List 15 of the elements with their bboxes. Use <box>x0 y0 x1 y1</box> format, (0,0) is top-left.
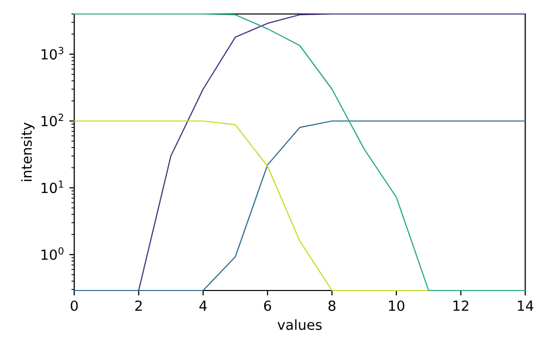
y-axis-title: intensity <box>21 122 35 182</box>
y-tick-label: 10$^{1}$ <box>42 180 64 194</box>
y-tick-label: 10$^{0}$ <box>42 247 64 260</box>
x-axis-title: values <box>278 319 322 330</box>
x-tick-label: 0 <box>70 300 78 311</box>
x-tick-label: 12 <box>454 300 468 311</box>
x-tick-label: 10 <box>389 300 404 311</box>
x-tick-label: 14 <box>518 300 534 311</box>
x-tick-label: 4 <box>199 300 207 311</box>
x-tick-label: 2 <box>135 300 142 311</box>
line-series <box>74 120 430 292</box>
y-tick-label: 10$^{3}$ <box>42 46 64 60</box>
x-tick-label: 8 <box>328 300 336 311</box>
x-tick-label: 6 <box>264 300 272 311</box>
y-tick-label: 10$^{2}$ <box>42 114 64 126</box>
